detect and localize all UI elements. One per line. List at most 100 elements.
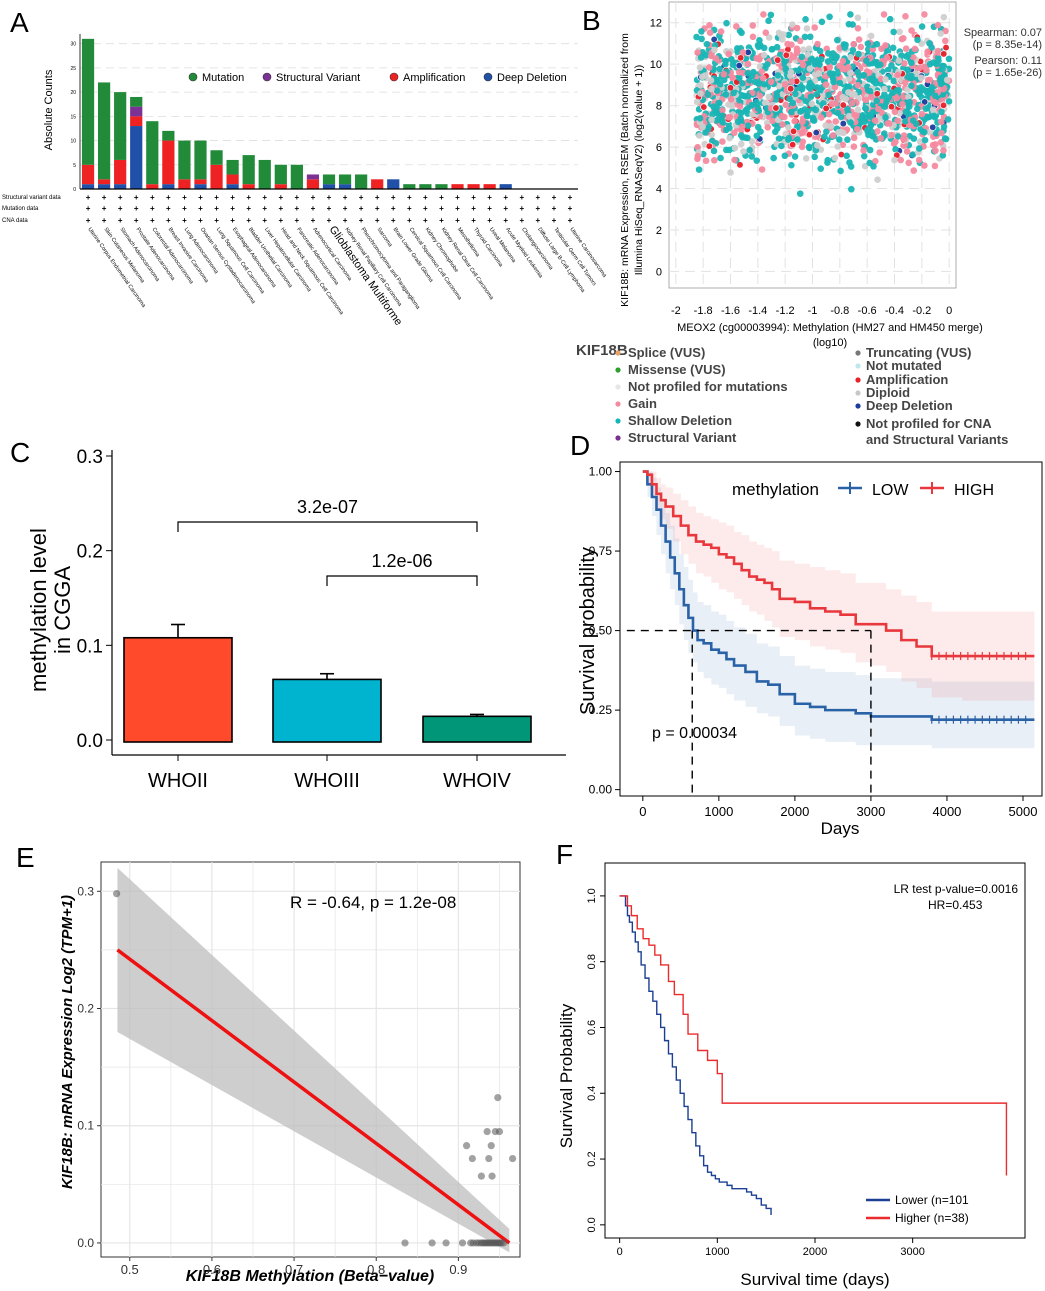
scatter-point — [704, 91, 712, 98]
scatter-point — [788, 161, 795, 169]
scatter-point — [799, 46, 807, 54]
track-cell-mark: + — [182, 204, 187, 213]
scatter-point — [861, 162, 869, 170]
scatter-point — [775, 135, 783, 142]
scatter-point — [874, 105, 882, 113]
scatter-point — [734, 118, 742, 126]
scatter-point — [855, 36, 863, 43]
scatter-point — [826, 64, 834, 71]
regression-line — [116, 948, 511, 1245]
scatter-point — [882, 114, 889, 121]
scatter-point — [919, 128, 927, 135]
track-cell-mark: + — [134, 193, 139, 202]
panel-d-kaplan-meier: D Survival probability Days 0 1000 2000 300… — [570, 430, 1043, 838]
track-cell-mark: + — [182, 193, 187, 202]
x-tick-label: 3000 — [900, 1246, 924, 1258]
track-cell-mark: + — [295, 193, 300, 202]
scatter-point — [736, 74, 743, 82]
scatter-point — [706, 21, 713, 29]
scatter-point — [806, 33, 814, 41]
track-cell-mark: + — [166, 193, 171, 202]
scatter-point — [802, 155, 810, 162]
scatter-point — [730, 89, 737, 97]
track-cell-mark: + — [278, 204, 283, 213]
scatter-point — [696, 64, 704, 71]
scatter-point — [736, 103, 744, 110]
survival-curve — [619, 895, 1008, 1176]
scatter-point — [442, 1239, 450, 1247]
track-cell-mark: + — [536, 204, 541, 213]
scatter-point — [719, 107, 726, 114]
scatter-point — [462, 1142, 471, 1150]
legend-dot — [615, 350, 621, 356]
scatter-point — [804, 51, 812, 59]
scatter-point — [870, 163, 877, 170]
legend-dot-amplification — [389, 72, 399, 82]
scatter-point — [401, 1239, 409, 1247]
scatter-point — [876, 149, 883, 156]
track-cell-mark: + — [343, 193, 348, 202]
track-cell-mark: + — [198, 204, 203, 213]
panel-f-y-axis-title: Survival Probability — [557, 1003, 576, 1148]
scatter-point — [915, 145, 923, 152]
track-cell-mark: + — [246, 204, 251, 213]
track-cell-mark: + — [423, 204, 428, 213]
track-cell-mark: + — [439, 193, 444, 202]
scatter-point — [887, 103, 896, 111]
survival-curve — [619, 895, 772, 1215]
scatter-point — [723, 19, 730, 27]
legend-dot-structural-variant — [262, 72, 272, 82]
scatter-point — [823, 128, 830, 135]
track-cell-mark: + — [230, 204, 235, 213]
scatter-point — [834, 143, 841, 150]
bar — [422, 715, 532, 743]
legend-entry: Deep Deletion — [866, 398, 953, 413]
scatter-point — [495, 1127, 504, 1136]
scatter-point — [844, 136, 851, 143]
scatter-point — [769, 117, 776, 125]
scatter-point — [848, 99, 856, 107]
scatter-point — [893, 94, 901, 102]
scatter-point — [703, 40, 711, 48]
bar-segment — [274, 164, 287, 185]
panel-c-y-axis-title-line1: methylation level — [26, 528, 51, 692]
scatter-point — [892, 138, 899, 146]
scatter-point — [841, 44, 849, 51]
scatter-point — [788, 108, 795, 116]
scatter-point — [914, 105, 921, 113]
scatter-point — [917, 86, 924, 94]
scatter-point — [113, 890, 121, 898]
legend-entry: Not mutated — [866, 358, 942, 373]
y-tick-label: 15 — [70, 114, 76, 120]
bar-segment — [146, 184, 159, 189]
x-tick-label: -1 — [808, 305, 818, 317]
bar-segment — [355, 174, 368, 189]
track-cell-mark: + — [311, 216, 316, 225]
track-cell-mark: + — [407, 204, 412, 213]
track-cell-mark: + — [327, 216, 332, 225]
scatter-point — [839, 141, 847, 149]
scatter-point — [752, 78, 759, 86]
scatter-point — [811, 77, 819, 85]
scatter-point — [694, 49, 701, 56]
scatter-point — [700, 103, 708, 111]
scatter-point — [805, 45, 813, 52]
scatter-point — [878, 45, 885, 53]
scatter-point — [767, 11, 775, 19]
scatter-point — [770, 154, 777, 162]
scatter-point — [750, 68, 757, 76]
scatter-point — [713, 87, 721, 94]
track-cell-mark: + — [102, 216, 107, 225]
scatter-point — [836, 62, 843, 70]
scatter-point — [715, 99, 722, 107]
scatter-point — [760, 85, 768, 93]
scatter-point — [932, 129, 940, 137]
track-cell-mark: + — [262, 216, 267, 225]
scatter-point — [735, 61, 743, 70]
scatter-point — [775, 82, 783, 90]
scatter-point — [932, 147, 939, 154]
legend-dot — [615, 367, 621, 373]
scatter-point — [723, 146, 730, 154]
scatter-point — [834, 70, 841, 77]
y-tick-label: 0.0 — [77, 731, 103, 752]
